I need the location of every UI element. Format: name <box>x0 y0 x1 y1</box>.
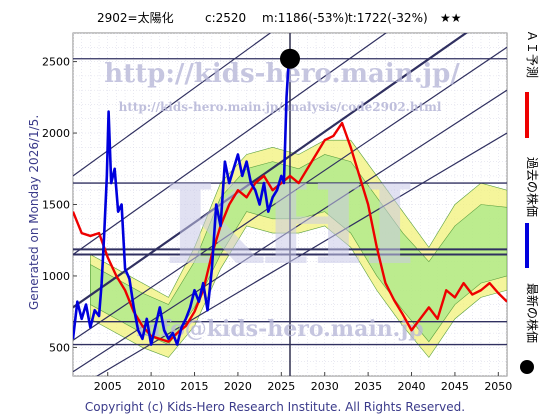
past-price-line <box>73 58 292 346</box>
latest-marker-layer <box>280 48 300 69</box>
legend-ai-label: ＡＩ予測 <box>525 30 539 78</box>
legend: ＡＩ予測 過去の株価 最新の株価 <box>520 30 540 374</box>
y-tick-label: 1000 <box>42 270 70 283</box>
series-lines <box>73 58 507 346</box>
legend-latest-label: 最新の株価 <box>525 283 540 343</box>
x-tick-label: 2005 <box>94 380 122 393</box>
legend-past-label: 過去の株価 <box>525 157 540 217</box>
x-tick-label: 2010 <box>137 380 165 393</box>
middle-price: m:1186(-53%) <box>262 11 349 25</box>
channel-line <box>73 33 272 177</box>
legend-latest-swatch <box>520 360 534 374</box>
x-tick-label: 2030 <box>311 380 339 393</box>
copyright-footer: Copyright (c) Kids-Hero Research Institu… <box>85 400 465 414</box>
y-tick-label: 2000 <box>42 127 70 140</box>
y-tick-label: 2500 <box>42 56 70 69</box>
x-tick-label: 2035 <box>354 380 382 393</box>
stock-code-name: 2902=太陽化 <box>97 10 174 25</box>
current-price: c:2520 <box>205 11 246 25</box>
y-axis: 500 1000 1500 2000 2500 <box>42 56 77 354</box>
watermark-analysis-url: http://kids-hero.main.jp/analysis/code29… <box>119 100 442 114</box>
y-tick-label: 1500 <box>42 199 70 212</box>
generated-date: Generated on Monday 2026/1/5. <box>27 115 41 310</box>
x-tick-label: 2015 <box>181 380 209 393</box>
x-axis: 2005 2010 2015 2020 2025 2030 2035 2040 2045 2050 <box>94 372 512 393</box>
x-tick-label: 2050 <box>484 380 512 393</box>
latest-price-marker <box>280 48 300 69</box>
x-tick-label: 2020 <box>224 380 252 393</box>
x-tick-label: 2025 <box>267 380 295 393</box>
x-tick-label: 2045 <box>441 380 469 393</box>
rating-stars: ★★ <box>440 11 462 25</box>
watermark-big: KHI <box>165 160 416 289</box>
x-tick-label: 2040 <box>398 380 426 393</box>
target-price: t:1722(-32%) <box>348 11 428 25</box>
y-tick-label: 500 <box>49 341 70 354</box>
